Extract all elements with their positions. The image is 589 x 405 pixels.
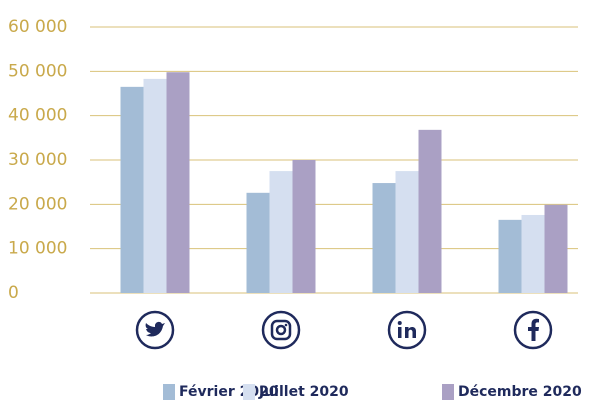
bar — [120, 86, 144, 293]
legend-label: Juillet 2020 — [258, 384, 349, 400]
y-tick-label: 10 000 — [8, 239, 67, 259]
legend-swatch — [243, 384, 255, 400]
icon-facebook — [513, 310, 553, 350]
y-tick-label: 20 000 — [8, 194, 67, 214]
bar — [246, 192, 270, 293]
y-tick-label: 0 — [8, 283, 19, 303]
icon-twitter — [135, 310, 175, 350]
icon-linkedin — [387, 310, 427, 350]
y-tick-label: 40 000 — [8, 106, 67, 126]
y-tick-label: 30 000 — [8, 150, 67, 170]
bar — [166, 72, 190, 293]
bar — [498, 219, 522, 293]
bar — [521, 214, 545, 293]
bar — [395, 171, 419, 293]
y-tick-label: 60 000 — [8, 17, 67, 37]
y-tick-label: 50 000 — [8, 61, 67, 81]
bar — [544, 204, 568, 293]
icon-instagram — [261, 310, 301, 350]
bar — [292, 160, 316, 293]
bar — [372, 183, 396, 293]
bar — [269, 171, 293, 293]
bar — [143, 78, 167, 294]
legend-label: Décembre 2020 — [458, 384, 582, 400]
bar — [418, 129, 442, 293]
legend-swatch — [163, 384, 175, 400]
legend-swatch — [442, 384, 454, 400]
